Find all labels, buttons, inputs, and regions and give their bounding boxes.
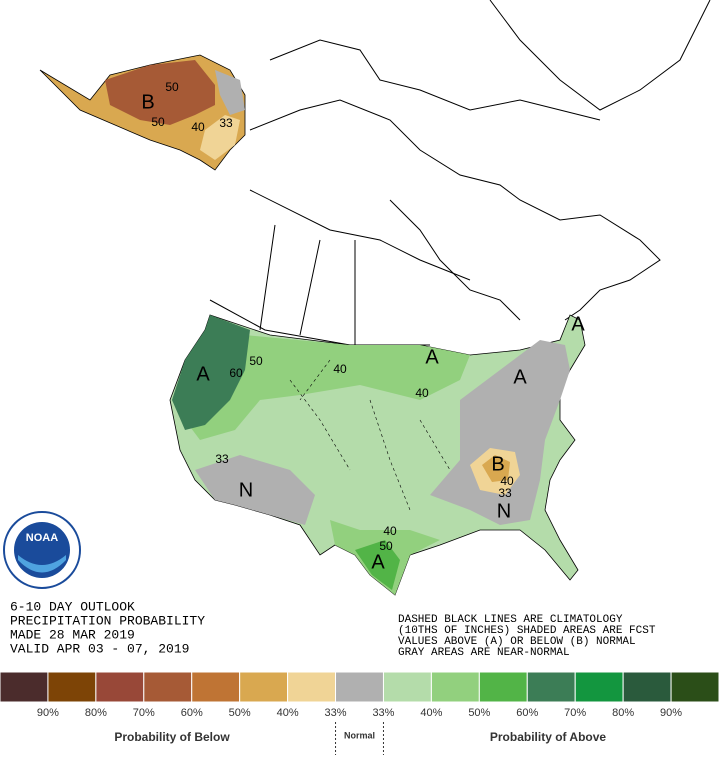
above-60	[172, 315, 250, 430]
contour-label: A	[196, 363, 210, 385]
contour-label: 50	[249, 354, 263, 368]
legend-swatch	[95, 671, 145, 703]
legend-swatch	[670, 671, 719, 703]
contour-label: N	[239, 479, 253, 501]
logo-text: NOAA	[26, 532, 58, 544]
contour-label: A	[571, 313, 585, 335]
coastlines	[209, 0, 711, 346]
contour-label: 40	[500, 474, 514, 488]
legend-normal: Normal	[344, 730, 375, 740]
alaska-normal	[215, 70, 245, 115]
note-line: DASHED BLACK LINES ARE CLIMATOLOGY	[398, 614, 623, 626]
logo-wave	[18, 555, 66, 573]
contour-label: B	[141, 91, 154, 113]
contour-label: 33	[219, 116, 233, 130]
legend-swatch	[430, 671, 480, 703]
legend-swatch	[478, 671, 528, 703]
texas-above-50	[355, 540, 400, 590]
legend-label: 40%	[420, 707, 442, 719]
contour-label: B	[491, 453, 504, 475]
climatology-lines	[289, 359, 451, 511]
contour-label: 40	[333, 362, 347, 376]
legend-below: Probability of Below	[114, 730, 230, 744]
note-line: GRAY AREAS ARE NEAR-NORMAL	[398, 647, 570, 659]
contour-label: N	[497, 500, 511, 522]
legend-swatch	[239, 671, 289, 703]
legend-above: Probability of Above	[490, 730, 607, 744]
legend-label: 50%	[229, 707, 251, 719]
contour-label: 40	[191, 120, 205, 134]
contour-label: 40	[383, 524, 397, 538]
legend-swatch	[574, 671, 624, 703]
legend-label: 80%	[612, 707, 634, 719]
contour-label: A	[371, 551, 385, 573]
contour-label: 33	[215, 452, 229, 466]
legend-label: 90%	[37, 707, 59, 719]
alaska-below-60	[105, 60, 215, 125]
header-line: PRECIPITATION PROBABILITY	[10, 613, 205, 628]
notes: DASHED BLACK LINES ARE CLIMATOLOGY(10THS…	[398, 614, 656, 659]
noaa-logo: NOAA	[3, 511, 81, 589]
alaska-below-33	[200, 115, 240, 160]
legend-swatch	[287, 671, 337, 703]
legend-label: 80%	[85, 707, 107, 719]
contour-label: 33	[498, 486, 512, 500]
legend-swatch	[335, 671, 384, 703]
contour-label: 50	[151, 115, 165, 129]
header-line: MADE 28 MAR 2019	[10, 627, 135, 642]
legend-swatch	[526, 671, 576, 703]
legend-swatch	[382, 671, 432, 703]
legend-swatch	[0, 671, 49, 703]
legend-label: 70%	[133, 707, 155, 719]
header-line: 6-10 DAY OUTLOOK	[10, 599, 135, 614]
legend-label: 33%	[325, 707, 347, 719]
contour-label: A	[513, 366, 527, 388]
legend-label: 40%	[277, 707, 299, 719]
header-line: VALID APR 03 - 07, 2019	[10, 641, 189, 656]
legend-swatch	[622, 671, 672, 703]
contour-label: 50	[379, 539, 393, 553]
legend-label: 60%	[181, 707, 203, 719]
legend-label: 70%	[564, 707, 586, 719]
legend: 90% 80% 70% 60% 50% 40% 33% 33% 40% 50% 60% 70% 80% 9…	[0, 671, 719, 755]
note-line: (10THS OF INCHES) SHADED AREAS ARE FCST	[398, 625, 656, 637]
legend-swatch	[47, 671, 97, 703]
above-40	[185, 335, 470, 440]
east-normal	[430, 340, 570, 525]
southwest-normal	[195, 455, 315, 525]
legend-label: 60%	[516, 707, 538, 719]
contour-label: 50	[165, 80, 179, 94]
contour-label: 60	[229, 366, 243, 380]
legend-label: 50%	[468, 707, 490, 719]
legend-swatch	[143, 671, 193, 703]
contour-label: A	[425, 346, 439, 368]
note-line: VALUES ABOVE (A) OR BELOW (B) NORMAL	[398, 636, 636, 648]
legend-label: 33%	[372, 707, 394, 719]
southeast-below-40	[482, 455, 510, 482]
legend-swatch	[191, 671, 241, 703]
legend-label: 90%	[660, 707, 682, 719]
contour-label: 40	[415, 386, 429, 400]
